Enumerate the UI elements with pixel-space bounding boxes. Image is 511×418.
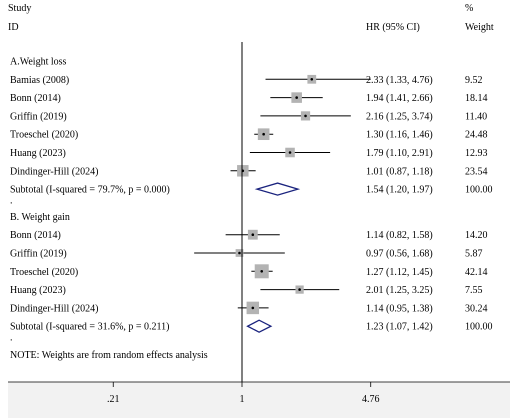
study-label: Griffin (2019) [10,249,67,260]
subtotal-weight-value: 100.00 [465,322,493,333]
group-separator: . [10,195,13,206]
study-label: Huang (2023) [10,148,66,159]
weight-value: 30.24 [465,303,488,314]
hr-ci-text: 1.27 (1.12, 1.45) [366,267,433,278]
header-study-label: Study [8,3,31,14]
weight-value: 23.54 [465,166,488,177]
point-estimate [260,270,264,273]
study-label: Huang (2023) [10,285,66,296]
point-estimate [288,151,292,154]
point-estimate [262,132,265,136]
point-estimate [251,306,255,310]
hr-ci-text: 1.79 (1.10, 2.91) [366,148,433,159]
weight-value: 24.48 [465,130,488,141]
subtotal-hr-ci-text: 1.23 (1.07, 1.42) [366,322,433,333]
point-estimate [251,233,255,236]
subtotal-hr-ci-text: 1.54 (1.20, 1.97) [366,185,433,196]
x-axis-band [8,382,510,418]
weight-value: 5.87 [465,249,483,260]
study-label: Bonn (2014) [10,93,61,104]
point-estimate [295,96,298,99]
hr-ci-text: 1.01 (0.87, 1.18) [366,166,433,177]
header-weight-label: Weight [465,22,494,33]
note-text: NOTE: Weights are from random effects an… [10,350,208,361]
header-id-label: ID [8,22,19,33]
study-label: Griffin (2019) [10,111,67,122]
study-label: Bonn (2014) [10,230,61,241]
subtotal-label: Subtotal (I-squared = 79.7%, p = 0.000) [10,185,170,196]
point-estimate [304,114,307,118]
group-title: A.Weight loss [10,57,67,68]
weight-value: 11.40 [465,111,487,122]
group-title: B. Weight gain [10,212,70,223]
study-label: Troeschel (2020) [10,267,78,278]
hr-ci-text: 2.33 (1.33, 4.76) [366,75,433,86]
subtotal-diamond [246,319,273,333]
hr-ci-text: 1.94 (1.41, 2.66) [366,93,433,104]
subtotal-diamond [254,182,301,196]
hr-ci-text: 1.14 (0.95, 1.38) [366,303,433,314]
x-tick-label: 1 [240,394,245,405]
study-label: Dindinger-Hill (2024) [10,303,98,314]
header-hr-label: HR (95% CI) [366,22,420,33]
hr-ci-text: 1.30 (1.16, 1.46) [366,130,433,141]
hr-ci-text: 1.14 (0.82, 1.58) [366,230,433,241]
subtotal-label: Subtotal (I-squared = 31.6%, p = 0.211) [10,322,170,333]
x-axis-ticks: .21 1 4.76 [107,382,379,405]
study-label: Bamias (2008) [10,75,69,86]
point-estimate [298,288,301,291]
hr-ci-text: 2.01 (1.25, 3.25) [366,285,433,296]
weight-value: 42.14 [465,267,488,278]
weight-value: 14.20 [465,230,488,241]
subtotal-weight-value: 100.00 [465,185,493,196]
study-label: Troeschel (2020) [10,130,78,141]
x-tick-label: .21 [107,394,120,405]
weight-value: 7.55 [465,285,483,296]
header-percent-label: % [465,3,473,14]
group-separator: . [10,333,13,344]
hr-ci-text: 2.16 (1.25, 3.74) [366,111,433,122]
hr-ci-text: 0.97 (0.56, 1.68) [366,249,433,260]
forest-rows: A.Weight loss Bamias (2008) 2.33 (1.33, 4.… [10,57,493,344]
x-tick-label: 4.76 [362,394,380,405]
point-estimate [310,78,314,81]
point-estimate [238,251,241,255]
weight-value: 12.93 [465,148,488,159]
study-label: Dindinger-Hill (2024) [10,166,98,177]
weight-value: 18.14 [465,93,488,104]
weight-value: 9.52 [465,75,483,86]
